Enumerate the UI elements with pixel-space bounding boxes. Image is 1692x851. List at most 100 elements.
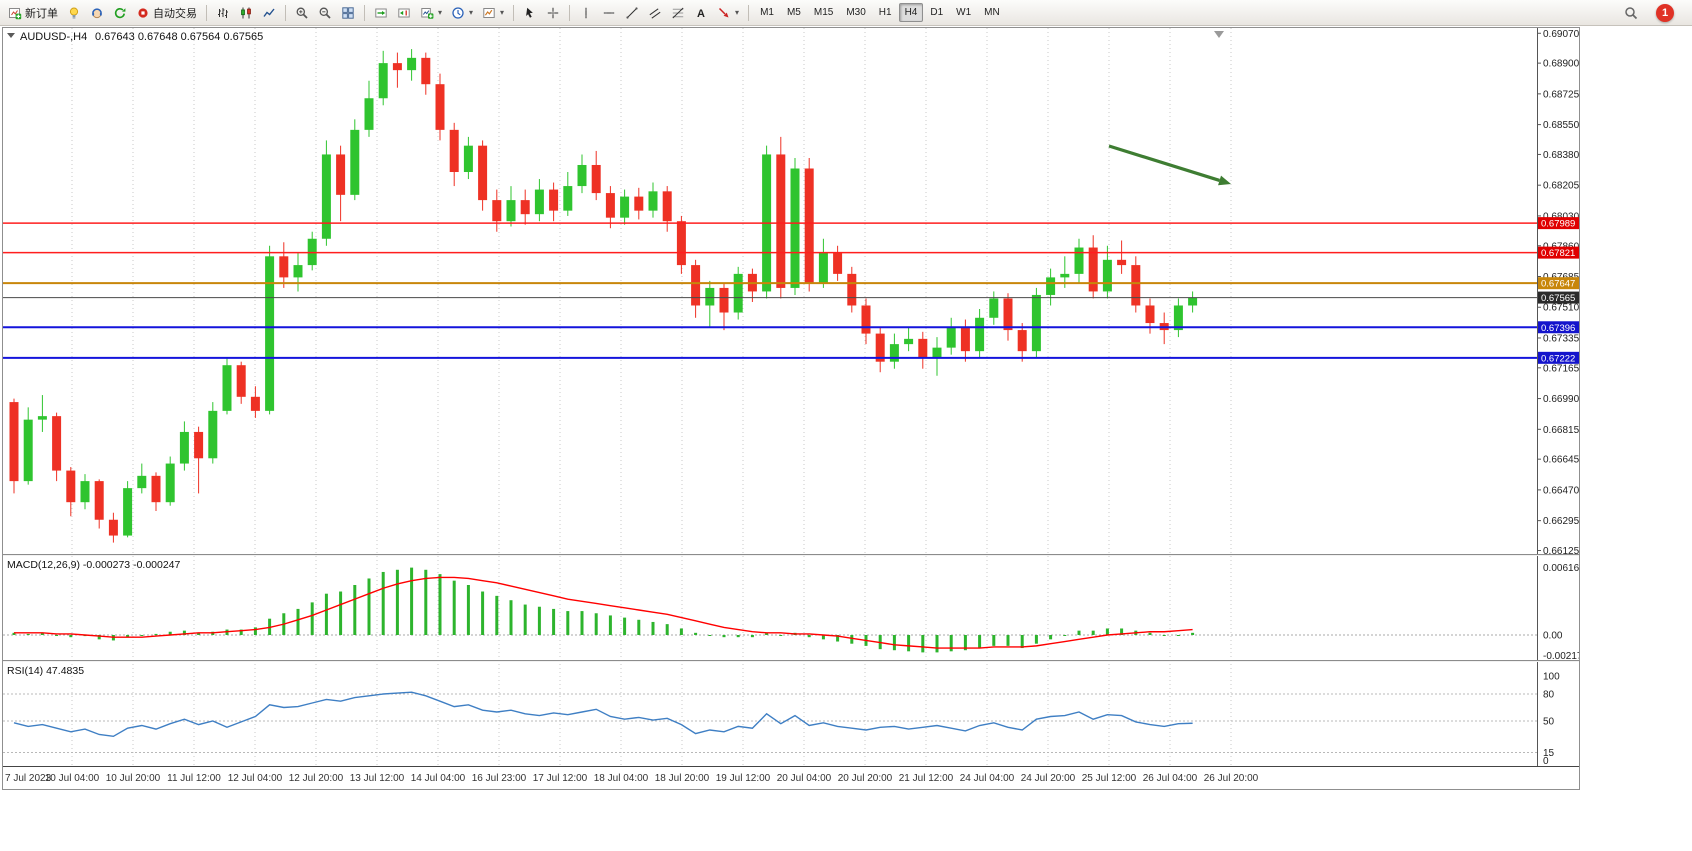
candle bbox=[236, 365, 246, 397]
candle bbox=[1017, 330, 1027, 352]
chevron-down-icon: ▾ bbox=[500, 8, 505, 17]
time-tick-label: 7 Jul 2023 bbox=[5, 773, 52, 784]
time-tick-label: 14 Jul 04:00 bbox=[411, 773, 466, 784]
zoom-in-button[interactable] bbox=[291, 2, 313, 23]
candle bbox=[889, 344, 899, 362]
refresh-button[interactable] bbox=[109, 2, 131, 23]
candle bbox=[563, 186, 573, 211]
candle bbox=[1088, 247, 1098, 292]
horizontal-lines[interactable] bbox=[3, 222, 1537, 359]
chart-header: AUDUSD-,H4 0.67643 0.67648 0.67564 0.6756… bbox=[7, 31, 263, 43]
timeframe-button-m5[interactable]: M5 bbox=[786, 7, 801, 18]
chart-window-audusd-h4[interactable]: AUDUSD-,H4 0.67643 0.67648 0.67564 0.6756… bbox=[2, 27, 1580, 790]
macd-splitter[interactable] bbox=[3, 554, 1579, 556]
trendline-button[interactable] bbox=[621, 2, 643, 23]
periods-button[interactable]: ▾ bbox=[447, 2, 477, 23]
autotrading-button[interactable]: 自动交易 bbox=[132, 2, 201, 23]
price-tick-label: 0.68030 bbox=[1543, 211, 1579, 222]
price-tick-label: 0.66815 bbox=[1543, 425, 1579, 436]
rsi-splitter[interactable] bbox=[3, 660, 1579, 662]
price-tag-0.67222: 0.67222 bbox=[1538, 351, 1579, 364]
new-chart-button[interactable]: ▾ bbox=[416, 2, 446, 23]
price-axis[interactable]: 0.69070 0.68900 0.68725 0.68550 0.68380 0.682… bbox=[1537, 28, 1580, 766]
candlestick-mode-button[interactable] bbox=[235, 2, 257, 23]
candle bbox=[364, 98, 374, 130]
fibonacci-button[interactable] bbox=[667, 2, 689, 23]
timeframe-button-m15[interactable]: M15 bbox=[813, 7, 834, 18]
crosshair-button[interactable] bbox=[542, 2, 564, 23]
toolbar-right: 1 bbox=[1620, 2, 1688, 23]
support-chat-button[interactable] bbox=[86, 2, 108, 23]
candle bbox=[435, 84, 445, 130]
one-click-trading-toggle[interactable] bbox=[7, 33, 15, 38]
templates-button[interactable]: ▾ bbox=[478, 2, 508, 23]
toolbar-separator bbox=[569, 4, 571, 21]
trend-arrow-annotation[interactable] bbox=[1108, 144, 1231, 186]
candle bbox=[691, 265, 701, 306]
bar-chart-mode-button[interactable] bbox=[212, 2, 234, 23]
timeframe-button-m1[interactable]: M1 bbox=[760, 7, 774, 18]
search-button[interactable] bbox=[1620, 2, 1642, 23]
horizontal-line-button[interactable] bbox=[598, 2, 620, 23]
toolbar-separator bbox=[364, 4, 365, 21]
tile-windows-button[interactable] bbox=[337, 2, 359, 23]
toolbar-separator bbox=[206, 4, 207, 21]
zoom-in-icon bbox=[296, 7, 308, 19]
rsi-tick-label: 50 bbox=[1543, 717, 1555, 728]
timeframe-button-mn[interactable]: MN bbox=[984, 7, 1000, 18]
macd-tick-max: 0.006162 bbox=[1543, 563, 1579, 574]
candle bbox=[1046, 277, 1056, 295]
candle bbox=[378, 63, 388, 99]
chart-shift-marker[interactable] bbox=[1214, 31, 1224, 38]
candle bbox=[80, 481, 90, 503]
candlesticks bbox=[9, 49, 1198, 543]
svg-text:0.67821: 0.67821 bbox=[1541, 248, 1575, 259]
trendline-icon bbox=[626, 6, 638, 19]
timeframe-button-d1[interactable]: D1 bbox=[930, 7, 944, 18]
price-tick-label: 0.68550 bbox=[1543, 120, 1579, 131]
candle bbox=[818, 252, 828, 283]
candle bbox=[94, 481, 104, 520]
time-tick-label: 21 Jul 12:00 bbox=[899, 773, 954, 784]
timeframe-button-h1[interactable]: H1 bbox=[878, 7, 892, 18]
macd-signal-line bbox=[14, 576, 1193, 649]
time-tick-label: 10 Jul 04:00 bbox=[45, 773, 100, 784]
timeframe-button-m30[interactable]: M30 bbox=[846, 7, 866, 18]
candle bbox=[179, 431, 189, 464]
price-tick-label: 0.68900 bbox=[1543, 59, 1579, 70]
timeframe-button-h4[interactable]: H4 bbox=[898, 3, 924, 22]
candle bbox=[975, 317, 985, 352]
line-chart-mode-button[interactable] bbox=[258, 2, 280, 23]
channel-button[interactable] bbox=[644, 2, 666, 23]
chart-shift-button[interactable] bbox=[393, 2, 415, 23]
rsi-label: RSI(14) 47.4835 bbox=[7, 665, 84, 677]
arrows-tool-button[interactable]: ▾ bbox=[713, 2, 743, 23]
rsi-panel: RSI(14) 47.4835 100 80 50 150 bbox=[3, 665, 1560, 767]
text-tool-button[interactable]: A bbox=[690, 2, 712, 23]
candle bbox=[776, 154, 786, 288]
auto-scroll-icon bbox=[375, 8, 387, 17]
zoom-out-button[interactable] bbox=[314, 2, 336, 23]
candle bbox=[932, 347, 942, 359]
vertical-line-button[interactable] bbox=[575, 2, 597, 23]
horizontal-line-icon bbox=[603, 11, 615, 14]
autotrading-icon bbox=[138, 7, 148, 18]
notification-badge[interactable]: 1 bbox=[1656, 3, 1674, 22]
text-icon: A bbox=[697, 8, 705, 20]
price-tick-label: 0.67335 bbox=[1543, 333, 1579, 344]
timeframe-button-w1[interactable]: W1 bbox=[956, 7, 972, 18]
candle bbox=[847, 273, 857, 306]
chart-canvas[interactable]: AUDUSD-,H4 0.67643 0.67648 0.67564 0.6756… bbox=[3, 28, 1579, 789]
price-tick-label: 0.66645 bbox=[1543, 455, 1579, 466]
new-chart-icon bbox=[421, 7, 434, 19]
ideas-button[interactable] bbox=[63, 2, 85, 23]
time-tick-label: 20 Jul 20:00 bbox=[838, 773, 893, 784]
candle bbox=[350, 129, 360, 195]
auto-scroll-button[interactable] bbox=[370, 2, 392, 23]
svg-text:0.67396: 0.67396 bbox=[1541, 323, 1575, 334]
new-order-button[interactable]: 新订单 bbox=[4, 2, 62, 23]
cursor-button[interactable] bbox=[519, 2, 541, 23]
candle bbox=[605, 193, 615, 218]
toolbar-separator bbox=[285, 4, 286, 21]
